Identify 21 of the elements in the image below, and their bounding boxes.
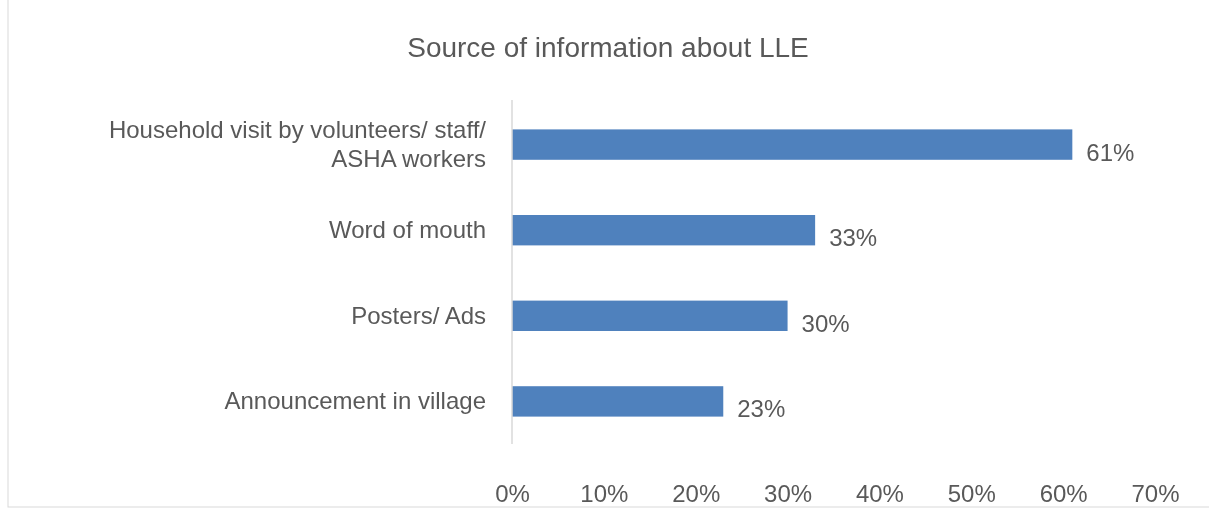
bar bbox=[512, 215, 816, 246]
x-tick-label: 60% bbox=[1039, 480, 1088, 508]
x-tick-label: 70% bbox=[1131, 480, 1180, 508]
x-tick-label: 0% bbox=[495, 480, 530, 508]
y-tick-label: Household visit by volunteers/ staff/ ASHA workers bbox=[108, 116, 487, 173]
data-label: 61% bbox=[1086, 138, 1135, 166]
x-tick-label: 40% bbox=[855, 480, 904, 508]
chart-title: Source of information about LLE bbox=[407, 32, 809, 63]
y-tick-label: Word of mouth bbox=[329, 216, 486, 244]
bar bbox=[512, 300, 788, 331]
y-tick-label: Posters/ Ads bbox=[351, 301, 486, 329]
x-tick-label: 10% bbox=[580, 480, 629, 508]
data-label: 23% bbox=[737, 395, 786, 423]
y-tick-label: Announcement in village bbox=[224, 387, 486, 415]
x-tick-label: 30% bbox=[764, 480, 813, 508]
bar bbox=[512, 129, 1073, 160]
data-label: 30% bbox=[801, 309, 850, 337]
x-tick-label: 50% bbox=[947, 480, 996, 508]
x-tick-label: 20% bbox=[672, 480, 721, 508]
data-label: 33% bbox=[829, 224, 878, 252]
bar bbox=[512, 386, 724, 417]
